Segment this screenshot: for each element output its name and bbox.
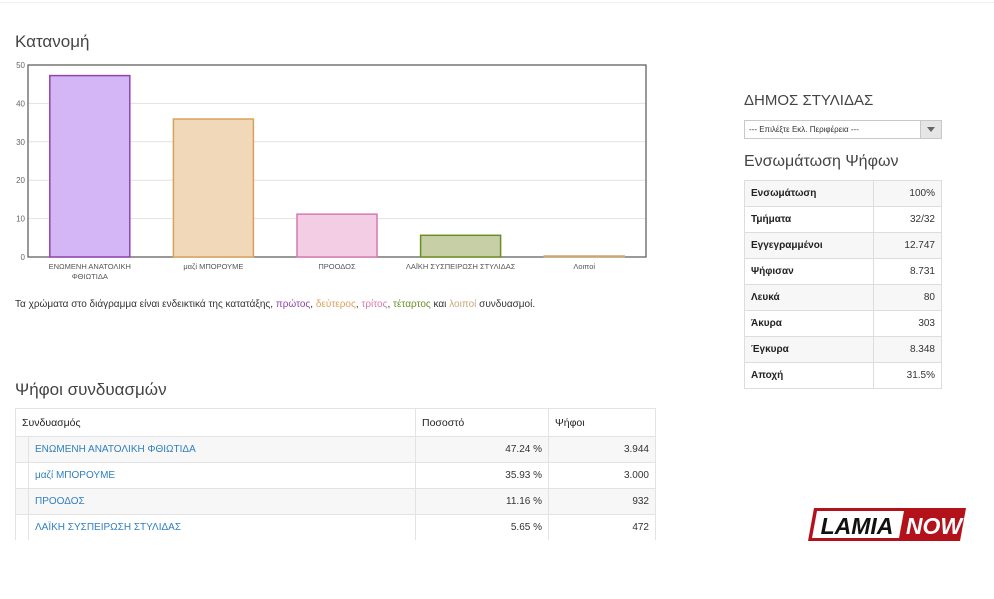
row-marker [15,462,29,489]
stat-row: Τμήματα 32/32 [744,206,942,233]
stat-value: 32/32 [873,206,942,233]
stat-row: Ψήφισαν 8.731 [744,258,942,285]
y-tick-label: 0 [21,253,26,262]
stat-value: 12.747 [873,232,942,259]
stat-row: Λευκά 80 [744,284,942,311]
stat-row: Έγκυρα 8.348 [744,336,942,363]
party-link[interactable]: ΠΡΟΟΔΟΣ [28,488,416,515]
note-others: λοιποί [449,299,477,310]
stat-label: Ενσωμάτωση [744,180,874,207]
x-tick-label: ΦΘΙΩΤΙΔΑ [72,272,108,281]
x-tick-label: μαζί ΜΠΟΡΟΥΜΕ [183,262,243,271]
row-marker [15,514,29,540]
x-tick-label: ΕΝΩΜΕΝΗ ΑΝΑΤΟΛΙΚΗ [49,262,131,271]
party-percent: 11.16 % [415,488,549,515]
distribution-title: Κατανομή [15,32,90,51]
votes-title: Ψήφοι συνδυασμών [15,380,167,399]
stat-value: 80 [873,284,942,311]
table-row: ΠΡΟΟΔΟΣ 11.16 % 932 [15,488,656,515]
stat-row: Αποχή 31.5% [744,362,942,389]
row-marker [15,488,29,515]
stat-label: Τμήματα [744,206,874,233]
note-fourth: τέταρτος [393,299,431,310]
note-and: και [433,299,447,310]
party-votes: 472 [548,514,656,540]
party-votes: 932 [548,488,656,515]
stat-label: Άκυρα [744,310,874,337]
municipality-title: ΔΗΜΟΣ ΣΤΥΛΙΔΑΣ [744,92,874,109]
votes-header-row: Συνδυασμός Ποσοστό Ψήφοι [15,408,656,437]
stat-label: Εγγεγραμμένοι [744,232,874,259]
logo-text-lamia: LAMIA [821,513,894,539]
stat-row: Άκυρα 303 [744,310,942,337]
table-row: ΛΑΪΚΗ ΣΥΣΠΕΙΡΩΣΗ ΣΤΥΛΙΔΑΣ 5.65 % 472 [15,514,656,540]
note-first: πρώτος [275,299,311,310]
party-link[interactable]: ΛΑΪΚΗ ΣΥΣΠΕΙΡΩΣΗ ΣΤΥΛΙΔΑΣ [28,514,416,540]
stat-value: 303 [873,310,942,337]
row-marker [15,436,29,463]
y-tick-label: 40 [16,99,25,108]
party-percent: 35.93 % [415,462,549,489]
stat-value: 8.348 [873,336,942,363]
stat-label: Αποχή [744,362,874,389]
x-tick-label: Λοιποί [573,262,595,271]
x-tick-label: ΛΑΪΚΗ ΣΥΣΠΕΙΡΩΣΗ ΣΤΥΛΙΔΑΣ [406,262,516,271]
header-votes[interactable]: Ψήφοι [548,408,656,437]
bar [49,74,131,258]
stat-label: Λευκά [744,284,874,311]
bar [543,255,625,258]
bar [172,118,255,258]
chart-color-note: Τα χρώματα στο διάγραμμα είναι ενδεικτικ… [15,299,536,310]
chevron-down-icon[interactable] [920,121,941,138]
incorporation-title: Ενσωμάτωση Ψήφων [744,153,899,170]
party-votes: 3.944 [548,436,656,463]
stat-row: Ενσωμάτωση 100% [744,180,942,207]
stat-value: 8.731 [873,258,942,285]
party-link[interactable]: ΕΝΩΜΕΝΗ ΑΝΑΤΟΛΙΚΗ ΦΘΙΩΤΙΔΑ [28,436,416,463]
votes-table: Συνδυασμός Ποσοστό Ψήφοι ΕΝΩΜΕΝΗ ΑΝΑΤΟΛΙ… [15,408,656,540]
y-tick-label: 30 [16,138,25,147]
note-third: τρίτος [361,299,388,310]
y-tick-label: 20 [16,176,25,185]
stat-label: Έγκυρα [744,336,874,363]
party-votes: 3.000 [548,462,656,489]
note-prefix: Τα χρώματα στο διάγραμμα είναι ενδεικτικ… [15,299,271,310]
stat-value: 100% [873,180,942,207]
note-suffix: συνδυασμοί. [479,299,536,310]
note-second: δεύτερος [315,299,356,310]
table-row: μαζί ΜΠΟΡΟΥΜΕ 35.93 % 3.000 [15,462,656,489]
stat-value: 31.5% [873,362,942,389]
votes-table-container: Συνδυασμός Ποσοστό Ψήφοι ΕΝΩΜΕΝΗ ΑΝΑΤΟΛΙ… [15,408,656,540]
x-tick-label: ΠΡΟΟΔΟΣ [318,262,356,271]
region-select-value: --- Επιλέξτε Εκλ. Περιφέρεια --- [749,125,859,134]
y-tick-label: 10 [16,215,25,224]
party-percent: 47.24 % [415,436,549,463]
bar [419,234,502,258]
region-select[interactable]: --- Επιλέξτε Εκλ. Περιφέρεια --- [744,120,942,139]
top-divider [0,2,994,3]
stat-label: Ψήφισαν [744,258,874,285]
stat-row: Εγγεγραμμένοι 12.747 [744,232,942,259]
header-percent[interactable]: Ποσοστό [415,408,549,437]
y-tick-label: 50 [16,61,25,70]
bar [296,213,378,258]
party-link[interactable]: μαζί ΜΠΟΡΟΥΜΕ [28,462,416,489]
party-percent: 5.65 % [415,514,549,540]
header-party[interactable]: Συνδυασμός [15,408,416,437]
logo-text-now: NOW [906,513,965,539]
incorporation-table: Ενσωμάτωση 100% Τμήματα 32/32 Εγγεγραμμένο… [744,180,942,389]
lamianow-logo: LAMIA NOW [808,508,966,541]
table-row: ΕΝΩΜΕΝΗ ΑΝΑΤΟΛΙΚΗ ΦΘΙΩΤΙΔΑ 47.24 % 3.944 [15,436,656,463]
